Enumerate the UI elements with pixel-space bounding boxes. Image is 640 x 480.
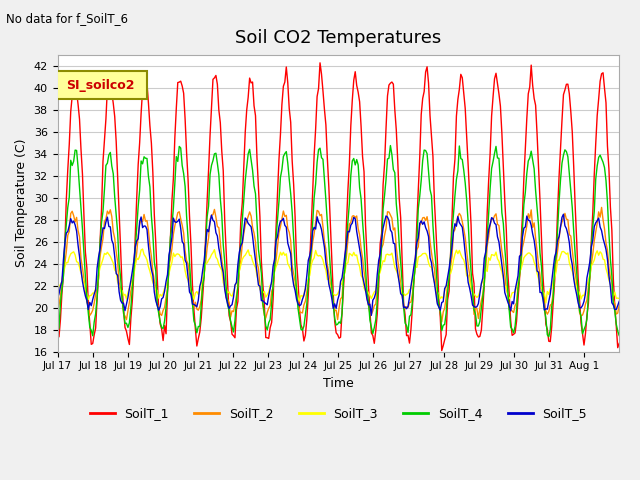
Legend: SoilT_1, SoilT_2, SoilT_3, SoilT_4, SoilT_5: SoilT_1, SoilT_2, SoilT_3, SoilT_4, Soil… xyxy=(84,402,592,425)
Title: Soil CO2 Temperatures: Soil CO2 Temperatures xyxy=(236,29,442,48)
Text: No data for f_SoilT_6: No data for f_SoilT_6 xyxy=(6,12,129,25)
Text: SI_soilco2: SI_soilco2 xyxy=(66,79,134,92)
FancyBboxPatch shape xyxy=(54,71,147,99)
X-axis label: Time: Time xyxy=(323,377,354,390)
Y-axis label: Soil Temperature (C): Soil Temperature (C) xyxy=(15,139,28,267)
